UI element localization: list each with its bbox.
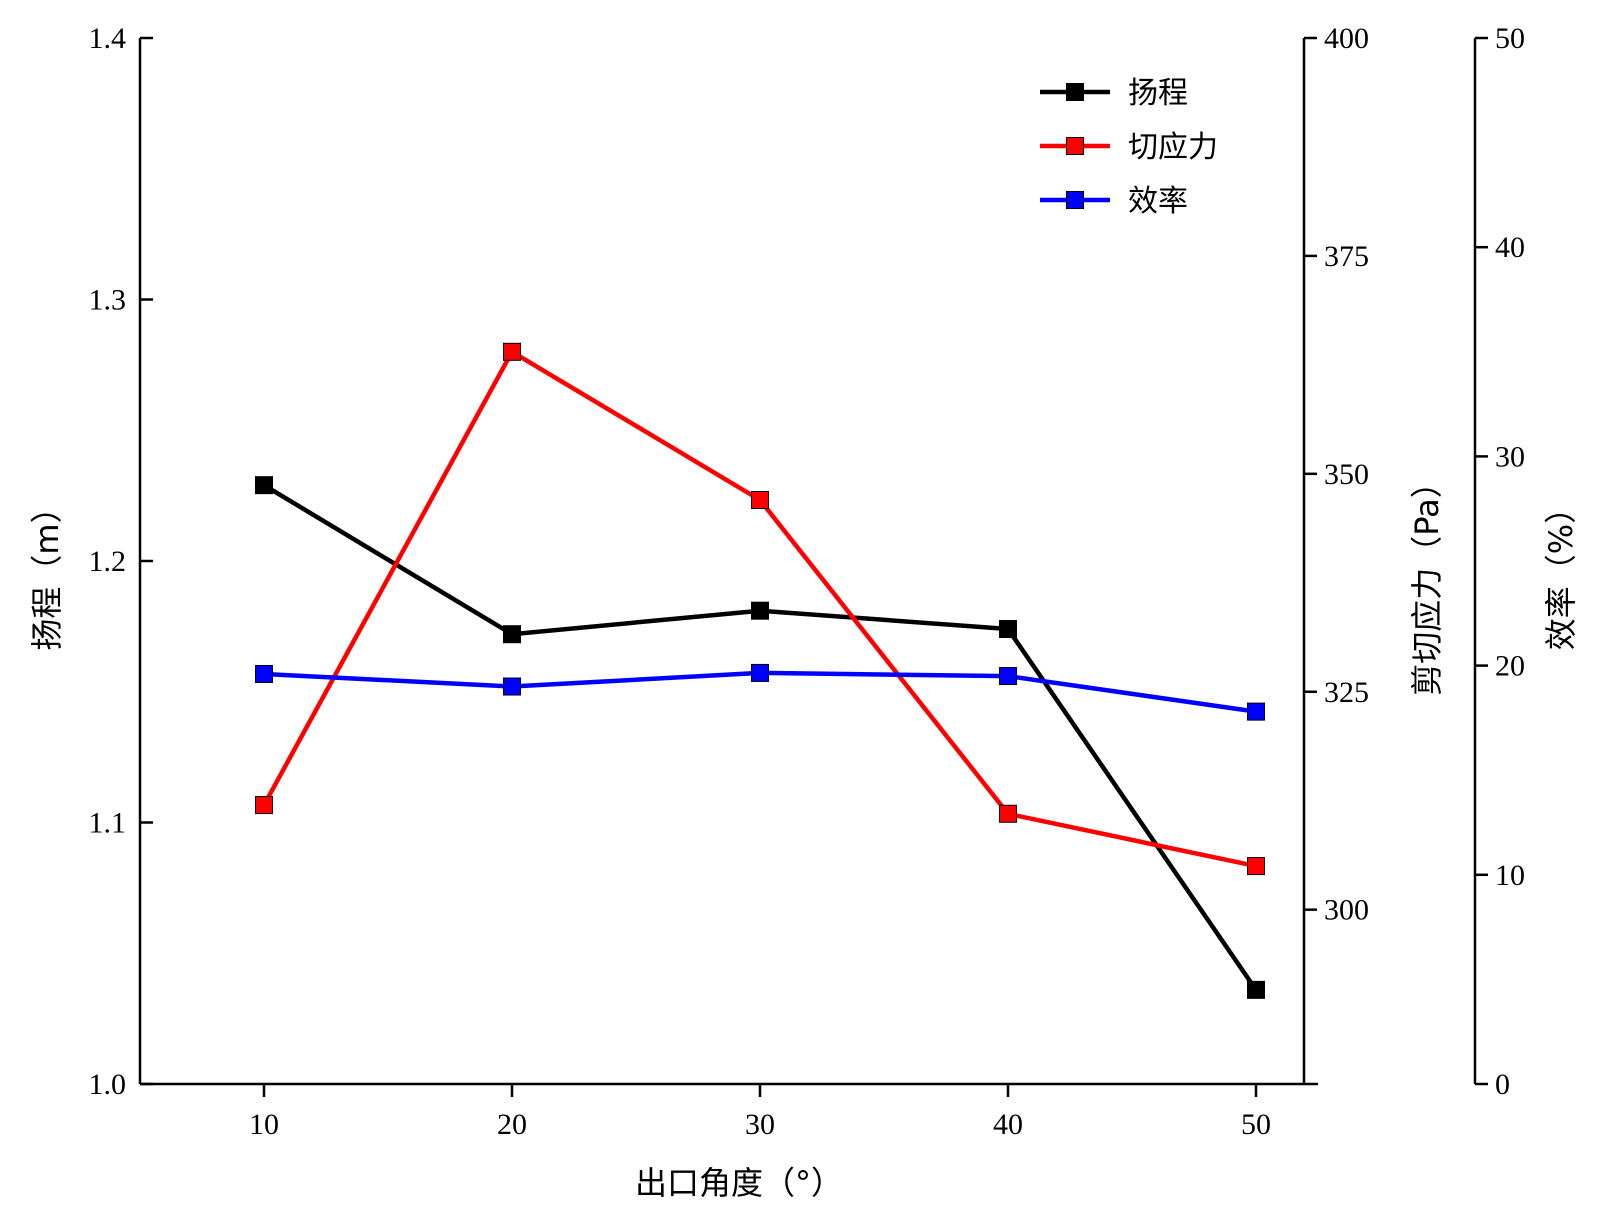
series-point-2 bbox=[751, 663, 769, 682]
series-point-1 bbox=[503, 342, 521, 361]
legend-marker bbox=[1066, 83, 1084, 101]
x-axis-title: 出口角度（°） bbox=[635, 1164, 843, 1202]
right2-y-tick-label: 20 bbox=[1495, 650, 1525, 683]
x-tick-label: 10 bbox=[249, 1108, 279, 1141]
right2-y-tick-label: 0 bbox=[1495, 1068, 1510, 1101]
right1-y-tick-label: 300 bbox=[1324, 894, 1369, 927]
series-point-2 bbox=[999, 667, 1017, 686]
right1-y-tick-label: 350 bbox=[1324, 458, 1369, 491]
x-tick-label: 30 bbox=[745, 1108, 775, 1141]
legend-label: 效率 bbox=[1128, 184, 1188, 219]
series-point-2 bbox=[255, 664, 273, 683]
left-y-tick-label: 1.2 bbox=[89, 545, 127, 578]
series-point-1 bbox=[1247, 857, 1265, 876]
right2-y-tick-label: 40 bbox=[1495, 231, 1525, 264]
right2-y-tick-label: 10 bbox=[1495, 859, 1525, 892]
series-point-1 bbox=[999, 804, 1017, 823]
axes-layer: 10 20 30 40 50出口角度（°）1.01.11.21.31.4扬程（m）300… bbox=[28, 22, 1580, 1202]
x-tick-label: 40 bbox=[993, 1108, 1023, 1141]
right2-y-tick-label: 50 bbox=[1495, 22, 1525, 55]
right2-axis-title: 效率（%） bbox=[1542, 492, 1580, 650]
series-point-0 bbox=[255, 476, 273, 495]
series-point-2 bbox=[503, 677, 521, 696]
x-tick-label: 50 bbox=[1241, 1108, 1271, 1141]
series-line-0 bbox=[262, 483, 1258, 992]
series-point-1 bbox=[255, 796, 273, 815]
series-point-1 bbox=[751, 490, 769, 509]
x-tick-label: 20 bbox=[497, 1108, 527, 1141]
right1-axis-title: 剪切应力（Pa） bbox=[1408, 466, 1446, 695]
legend-marker bbox=[1066, 137, 1084, 155]
legend-label: 切应力 bbox=[1128, 130, 1218, 165]
left-axis-title: 扬程（m） bbox=[28, 491, 66, 650]
series-point-0 bbox=[999, 619, 1017, 638]
right2-y-tick-label: 30 bbox=[1495, 440, 1525, 473]
left-y-tick-label: 1.1 bbox=[89, 807, 127, 840]
left-y-tick-label: 1.4 bbox=[89, 22, 127, 55]
series-point-0 bbox=[751, 601, 769, 620]
series-point-2 bbox=[1247, 702, 1265, 721]
left-y-tick-label: 1.3 bbox=[89, 284, 127, 317]
series-point-0 bbox=[503, 625, 521, 644]
legend-marker bbox=[1066, 191, 1084, 209]
series-point-0 bbox=[1247, 980, 1265, 999]
right1-y-tick-label: 375 bbox=[1324, 240, 1369, 273]
right1-y-tick-label: 400 bbox=[1324, 22, 1369, 55]
left-y-tick-label: 1.0 bbox=[89, 1068, 127, 1101]
right1-y-tick-label: 325 bbox=[1324, 676, 1369, 709]
series-layer bbox=[255, 342, 1265, 999]
legend-label: 扬程 bbox=[1128, 76, 1188, 111]
